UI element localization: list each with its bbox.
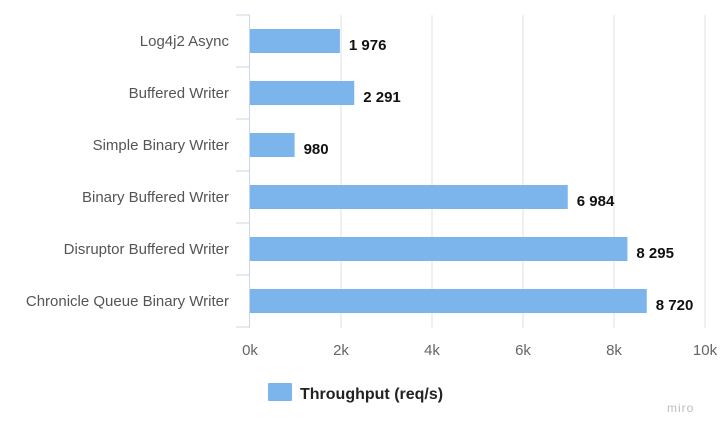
x-tick-label: 4k <box>424 342 440 359</box>
bars <box>250 29 647 313</box>
value-label: 8 295 <box>636 245 674 262</box>
legend-swatch <box>268 383 292 401</box>
miro-watermark: miro <box>667 401 694 415</box>
category-label: Disruptor Buffered Writer <box>64 241 229 258</box>
x-tick-label: 6k <box>515 342 531 359</box>
bar[interactable] <box>250 133 295 157</box>
grid-lines <box>340 15 706 328</box>
category-axis <box>236 14 250 328</box>
category-label: Log4j2 Async <box>140 33 230 50</box>
category-label: Simple Binary Writer <box>93 137 229 154</box>
legend[interactable]: Throughput (req/s) <box>268 383 443 403</box>
value-labels: 1 976 2 291 980 6 984 8 295 8 720 <box>304 37 694 314</box>
category-label: Buffered Writer <box>129 85 229 102</box>
value-label: 1 976 <box>349 37 387 54</box>
value-label: 6 984 <box>577 193 615 210</box>
x-tick-label: 0k <box>242 342 258 359</box>
bar[interactable] <box>250 237 628 261</box>
legend-label: Throughput (req/s) <box>300 386 443 403</box>
category-label: Chronicle Queue Binary Writer <box>26 293 229 310</box>
category-label: Binary Buffered Writer <box>82 189 229 206</box>
bar[interactable] <box>250 185 568 209</box>
x-tick-label: 10k <box>693 342 718 359</box>
x-tick-labels: 0k 2k 4k 6k 8k 10k <box>242 342 718 359</box>
value-label: 980 <box>304 141 329 158</box>
value-label: 2 291 <box>363 89 401 106</box>
bar[interactable] <box>250 289 647 313</box>
bar[interactable] <box>250 81 355 105</box>
category-labels: Log4j2 Async Buffered Writer Simple Binary… <box>26 33 230 310</box>
x-tick-label: 8k <box>606 342 622 359</box>
bar[interactable] <box>250 29 340 53</box>
x-tick-label: 2k <box>333 342 349 359</box>
value-label: 8 720 <box>656 297 694 314</box>
